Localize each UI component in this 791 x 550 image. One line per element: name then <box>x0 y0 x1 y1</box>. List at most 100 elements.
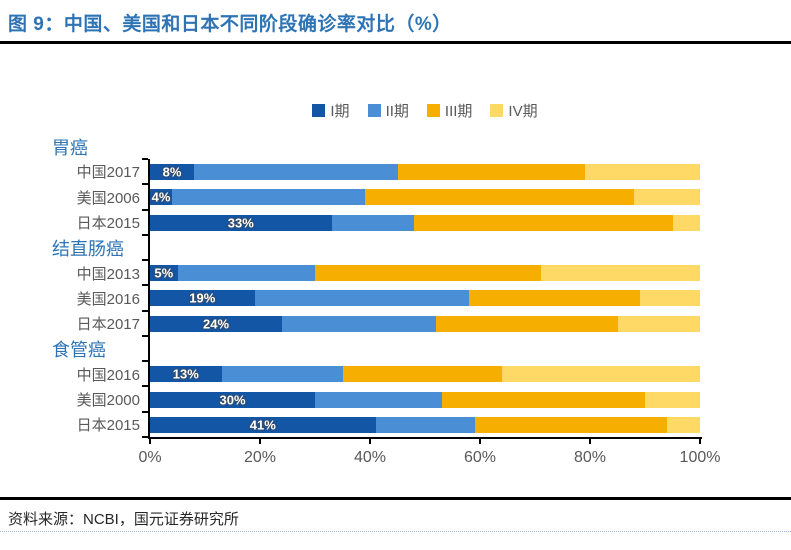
bar-segment-III期 <box>474 416 667 433</box>
x-axis-label: 40% <box>353 449 387 466</box>
bar-segment-I期: 19% <box>150 290 255 307</box>
bar-segment-II期 <box>315 391 442 408</box>
bar-segment-I期: 4% <box>150 189 172 206</box>
cancer-group-label: 结直肠癌 <box>52 238 124 259</box>
bar-track: 4% <box>150 189 700 206</box>
bar-segment-IV期 <box>667 416 700 433</box>
legend-swatch-icon <box>426 103 440 117</box>
bar-segment-III期 <box>397 163 585 180</box>
bar-segment-III期 <box>469 290 640 307</box>
stage1-data-label: 8% <box>162 164 182 180</box>
bar-track: 30% <box>150 391 700 408</box>
bar-segment-IV期 <box>645 391 700 408</box>
bar-segment-IV期 <box>584 163 700 180</box>
y-axis-tick <box>142 259 148 262</box>
stage1-data-label: 19% <box>189 290 216 306</box>
bar-segment-IV期 <box>634 189 700 206</box>
x-axis-label: 80% <box>573 449 607 466</box>
bar-segment-I期: 33% <box>150 214 332 231</box>
bar-segment-III期 <box>342 366 502 383</box>
y-axis-tick <box>142 360 148 363</box>
stage1-data-label: 4% <box>151 189 171 205</box>
stage1-data-label: 24% <box>202 316 230 332</box>
bar-segment-IV期 <box>502 366 700 383</box>
bar-segment-II期 <box>177 265 315 282</box>
y-axis-tick <box>142 410 148 413</box>
bar-segment-II期 <box>331 214 414 231</box>
x-axis-label: 0% <box>138 449 162 466</box>
bar-segment-IV期 <box>639 290 700 307</box>
bar-segment-II期 <box>282 315 436 332</box>
title-divider <box>0 41 791 44</box>
y-axis-tick <box>142 309 148 312</box>
bar-segment-II期 <box>375 416 475 433</box>
stage1-data-label: 41% <box>249 417 276 433</box>
legend-swatch-icon <box>367 103 381 117</box>
legend-item: II期 <box>367 100 409 121</box>
category-label: 日本2015 <box>76 215 140 233</box>
bar-row: 日本2017 24% <box>0 311 791 336</box>
bar-segment-III期 <box>441 391 645 408</box>
y-axis-tick <box>142 158 148 160</box>
bar-row: 美国2016 19% <box>0 286 791 311</box>
stage1-data-label: 33% <box>227 215 254 231</box>
source-text: 资料来源：NCBI，国元证券研究所 <box>8 511 239 528</box>
legend-swatch-icon <box>312 103 326 117</box>
stage1-data-label: 30% <box>219 392 246 408</box>
bar-segment-IV期 <box>617 315 700 332</box>
stage1-data-label: 13% <box>172 366 199 382</box>
chart-rows: 胃癌 中国2017 8% 美国2006 4% 日本2015 33% 结直肠癌 中… <box>0 134 791 438</box>
y-axis-tick <box>142 385 148 388</box>
x-axis-tick <box>369 439 371 444</box>
bar-segment-III期 <box>436 315 618 332</box>
legend-item: I期 <box>312 100 350 121</box>
x-axis-label: 20% <box>243 449 277 466</box>
bar-row: 日本2015 33% <box>0 210 791 235</box>
source-divider <box>0 497 791 500</box>
legend-item: IV期 <box>490 100 538 121</box>
legend: I期 II期 III期 IV期 <box>150 100 700 120</box>
stage1-data-label: 5% <box>154 265 174 281</box>
bar-segment-I期: 8% <box>150 163 194 180</box>
legend-swatch-icon <box>490 103 504 117</box>
category-label: 中国2017 <box>76 164 140 182</box>
x-axis-tick <box>149 439 151 444</box>
bar-row: 中国2017 8% <box>0 159 791 184</box>
x-axis-tick <box>479 439 481 444</box>
bar-segment-II期 <box>221 366 343 383</box>
bar-segment-IV期 <box>540 265 700 282</box>
y-axis-tick <box>142 208 148 211</box>
category-label: 中国2013 <box>76 265 140 283</box>
bar-segment-III期 <box>414 214 673 231</box>
y-axis-tick <box>142 183 148 186</box>
group-row: 食管癌 <box>0 336 791 361</box>
bar-segment-I期: 24% <box>150 315 282 332</box>
y-axis-tick <box>142 233 148 236</box>
category-label: 日本2017 <box>76 316 140 334</box>
legend-item: III期 <box>426 100 472 121</box>
x-axis-label: 100% <box>679 449 721 466</box>
category-label: 日本2015 <box>76 417 140 435</box>
bar-track: 41% <box>150 416 700 433</box>
bar-row: 中国2016 13% <box>0 362 791 387</box>
bar-segment-I期: 5% <box>150 265 178 282</box>
x-axis-tick <box>699 439 701 444</box>
y-axis-tick <box>142 334 148 337</box>
bottom-divider <box>0 531 791 532</box>
x-axis-tick <box>259 439 261 444</box>
category-label: 美国2006 <box>76 189 140 207</box>
x-axis-label: 60% <box>463 449 497 466</box>
bar-segment-I期: 41% <box>150 416 376 433</box>
legend-label: I期 <box>330 102 350 120</box>
bar-segment-II期 <box>254 290 469 307</box>
category-label: 中国2016 <box>76 366 140 384</box>
bar-segment-II期 <box>172 189 365 206</box>
bar-segment-III期 <box>364 189 634 206</box>
x-axis-line <box>148 437 702 439</box>
figure-title: 图 9：中国、美国和日本不同阶段确诊率对比（%） <box>8 14 452 35</box>
bar-segment-II期 <box>194 163 398 180</box>
bar-segment-I期: 13% <box>150 366 222 383</box>
bar-track: 19% <box>150 290 700 307</box>
bar-track: 24% <box>150 315 700 332</box>
